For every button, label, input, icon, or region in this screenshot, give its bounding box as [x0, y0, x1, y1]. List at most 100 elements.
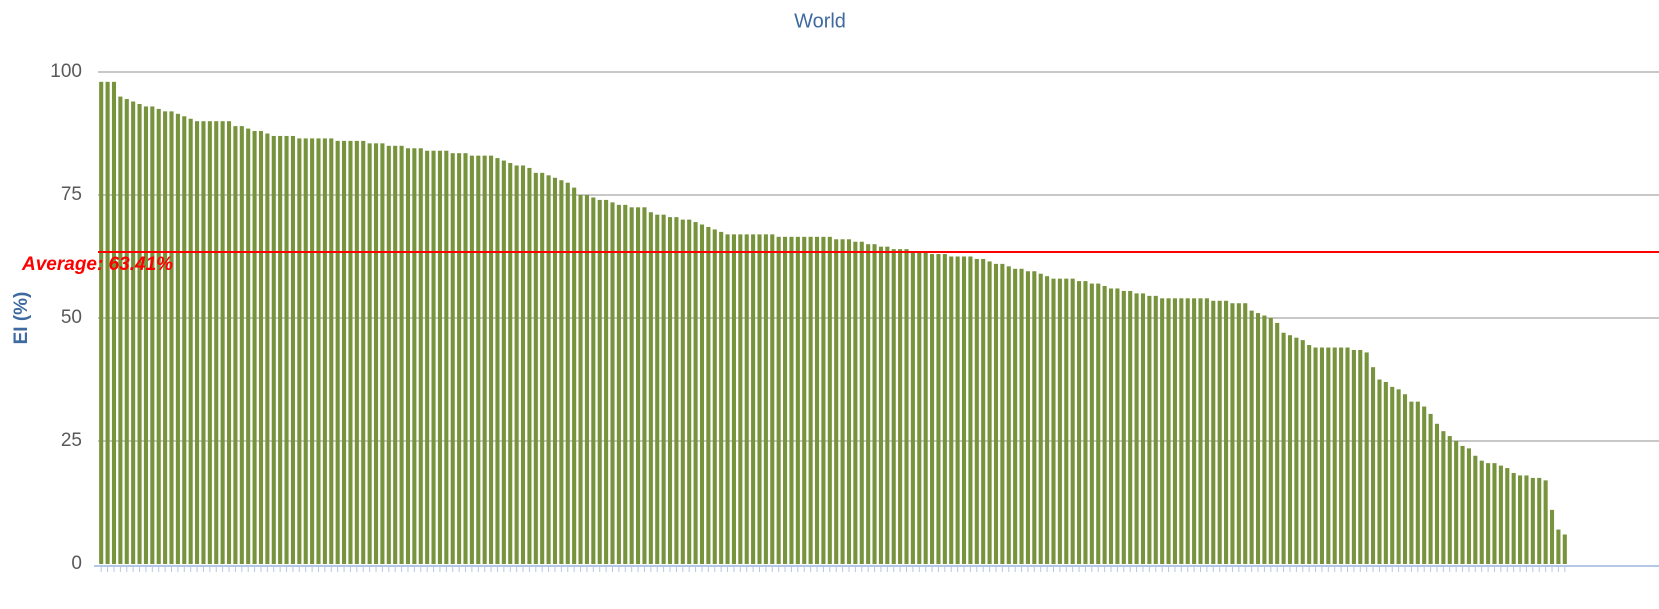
bar [220, 121, 225, 564]
bar [1454, 441, 1459, 564]
bar [1204, 298, 1209, 564]
bar [195, 121, 200, 564]
bar [827, 236, 832, 564]
bar [1243, 303, 1248, 564]
bar [1019, 268, 1024, 564]
bar [322, 138, 327, 565]
bar [246, 128, 251, 564]
bar [188, 118, 193, 565]
bar [866, 244, 871, 564]
bar [1390, 386, 1395, 564]
bar [629, 207, 634, 565]
bar [1549, 509, 1555, 564]
bar [1422, 406, 1427, 564]
bar [1307, 345, 1312, 564]
bar [910, 251, 915, 564]
bar [1089, 283, 1094, 564]
bar [834, 239, 839, 564]
bar [252, 131, 257, 565]
bar [795, 236, 800, 564]
bar [968, 256, 973, 564]
bar [1236, 303, 1241, 564]
bar [361, 140, 366, 564]
bar [457, 153, 462, 564]
bar [936, 254, 941, 565]
bar [99, 81, 104, 564]
bar [1294, 337, 1299, 564]
y-tick-label: 25 [61, 430, 82, 451]
bar [1057, 278, 1062, 564]
bar [648, 212, 653, 564]
bar [348, 140, 353, 564]
bar [878, 246, 883, 564]
bar [1339, 347, 1344, 564]
bar [124, 99, 129, 564]
bar [1415, 401, 1420, 564]
bar [508, 163, 513, 564]
bar [1498, 465, 1503, 564]
bar [674, 217, 679, 564]
bar [1543, 480, 1548, 564]
bar [1562, 534, 1567, 564]
bar [751, 234, 756, 565]
bar [546, 175, 551, 564]
bar [495, 158, 500, 564]
bar [1051, 278, 1056, 564]
bar [335, 140, 340, 564]
bar [1479, 460, 1484, 564]
bar [239, 126, 244, 565]
bar [578, 195, 583, 564]
bar [616, 204, 621, 564]
bar [1460, 445, 1465, 564]
bar [891, 249, 896, 564]
bar [118, 96, 123, 564]
bar [821, 236, 826, 564]
bar [1511, 472, 1516, 564]
bar [1147, 295, 1152, 564]
bar [1045, 276, 1050, 564]
bar [636, 207, 641, 565]
bar [1025, 271, 1030, 564]
bar [1249, 310, 1254, 564]
bar [329, 138, 334, 565]
bar [1441, 431, 1446, 564]
bar [1172, 298, 1177, 564]
bar [1358, 349, 1363, 564]
bar [949, 256, 954, 564]
bar [310, 138, 315, 565]
bar [111, 81, 117, 564]
bar [201, 121, 206, 564]
bar [437, 150, 442, 564]
bar [680, 219, 685, 564]
bar [783, 236, 788, 564]
bar [1434, 423, 1440, 564]
bar [527, 167, 532, 564]
bar [1166, 298, 1171, 564]
bar [105, 81, 110, 564]
bar [719, 231, 724, 564]
y-tick-label: 0 [71, 553, 82, 574]
bar [1198, 298, 1203, 564]
bar [1377, 379, 1382, 564]
bar [514, 165, 519, 565]
bar [520, 165, 526, 565]
bar [1134, 293, 1139, 564]
bar [846, 239, 852, 564]
bar [667, 217, 673, 564]
bar [1409, 401, 1414, 564]
bar [731, 234, 736, 565]
bar [1121, 290, 1126, 564]
bar [182, 116, 187, 564]
bar [1102, 286, 1107, 564]
bar [1351, 349, 1356, 564]
bar [1319, 347, 1324, 564]
bar [1185, 298, 1190, 564]
y-axis-label: EI (%) [11, 292, 32, 345]
bar [610, 202, 615, 564]
bar [955, 256, 960, 564]
bar [405, 148, 411, 564]
bar [917, 251, 922, 564]
bar [290, 135, 295, 564]
bar [974, 258, 979, 564]
